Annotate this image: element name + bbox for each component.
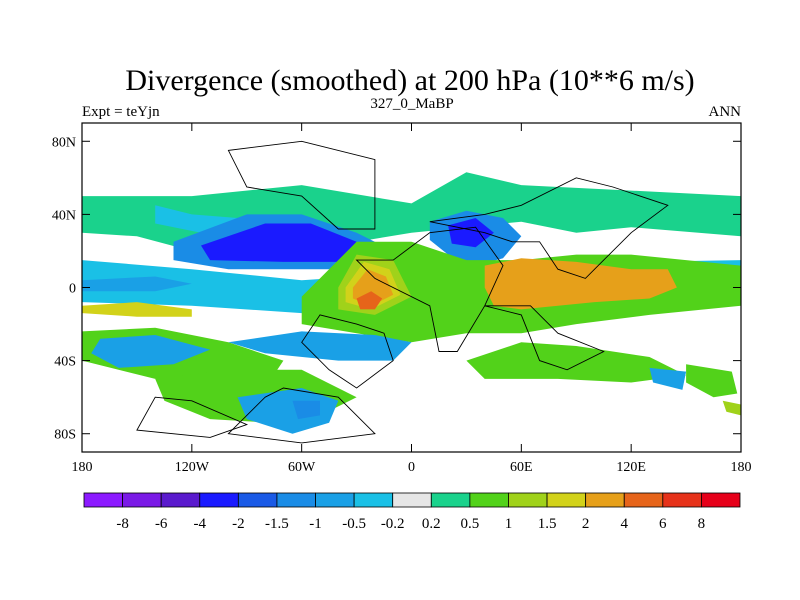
contour-region-16 — [82, 302, 192, 317]
colorbar-label-3: -2 — [232, 516, 245, 532]
x-tick-label-4: 60E — [510, 460, 533, 475]
colorbar-label-10: 1 — [505, 516, 513, 532]
coastline-outlines — [136, 140, 669, 444]
contour-region-14 — [356, 291, 383, 310]
colorbar-swatch-9 — [430, 492, 471, 508]
contour-region-9 — [82, 276, 192, 292]
x-tick-label-5: 120E — [616, 460, 646, 475]
contour-region-6 — [448, 218, 494, 248]
y-tick-label-4: 80S — [54, 428, 76, 443]
colorbar-label-8: 0.2 — [422, 516, 441, 532]
chart-subtitle-right: ANN — [709, 104, 742, 120]
x-tick-label-1: 120W — [175, 460, 210, 475]
y-tick-label-2: 0 — [69, 282, 76, 297]
colorbar-label-7: -0.2 — [381, 516, 405, 532]
colorbar-label-4: -1.5 — [265, 516, 289, 532]
contour-region-19 — [228, 331, 412, 361]
colorbar-label-14: 6 — [659, 516, 667, 532]
contour-region-24 — [686, 364, 738, 398]
colorbar-label-1: -6 — [155, 516, 168, 532]
colorbar-label-13: 4 — [620, 516, 628, 532]
y-axis-ticks: 80N 40N 0 40S 80S — [52, 135, 741, 443]
land-outline-3 — [301, 314, 394, 389]
colorbar-swatch-8 — [392, 492, 432, 508]
colorbar-swatch-5 — [276, 492, 316, 508]
contour-region-18 — [91, 335, 211, 368]
colorbar-swatch-10 — [469, 492, 509, 508]
colorbar-swatch-13 — [585, 492, 625, 508]
chart-title: Divergence (smoothed) at 200 hPa (10**6 … — [125, 64, 694, 97]
colorbar-label-12: 2 — [582, 516, 590, 532]
colorbar-swatch-3 — [199, 492, 239, 508]
contour-region-25 — [649, 367, 687, 390]
x-tick-label-2: 60W — [288, 460, 316, 475]
y-tick-label-3: 40S — [54, 355, 76, 370]
y-tick-label-1: 40N — [52, 208, 76, 223]
colorbar-label-0: -8 — [116, 516, 129, 532]
x-tick-label-6: 180 — [731, 460, 752, 475]
chart-subtitle-left: Expt = teYjn — [82, 104, 160, 120]
colorbar-swatch-0 — [83, 492, 123, 508]
colorbar-swatch-6 — [315, 492, 355, 508]
colorbar-label-15: 8 — [698, 516, 706, 532]
y-tick-label-0: 80N — [52, 135, 76, 150]
colorbar-swatch-4 — [237, 492, 278, 508]
colorbar-label-11: 1.5 — [538, 516, 557, 532]
colorbar-swatch-15 — [662, 492, 702, 508]
contour-region-26 — [722, 400, 741, 416]
contour-region-15 — [484, 258, 677, 310]
colorbar: -8 -6 -4 -2 -1.5 -1 -0.5 -0.2 0.2 0.5 1 1.5 2 4 6 8 — [83, 492, 741, 532]
colorbar-swatch-14 — [623, 492, 664, 508]
contour-region-4 — [201, 223, 357, 262]
colorbar-label-2: -4 — [194, 516, 207, 532]
colorbar-swatch-2 — [160, 492, 201, 508]
chart-subtitle-center: 327_0_MaBP — [370, 96, 453, 112]
x-tick-label-0: 180 — [72, 460, 93, 475]
colorbar-swatch-7 — [353, 492, 394, 508]
colorbar-label-6: -0.5 — [342, 516, 366, 532]
contour-region-20 — [466, 342, 687, 383]
colorbar-swatch-16 — [701, 492, 741, 508]
colorbar-swatch-12 — [546, 492, 587, 508]
land-outline-0 — [227, 140, 376, 230]
colorbar-swatch-1 — [122, 492, 162, 508]
colorbar-label-5: -1 — [309, 516, 322, 532]
colorbar-label-9: 0.5 — [461, 516, 480, 532]
x-tick-label-3: 0 — [408, 460, 415, 475]
colorbar-swatch-11 — [508, 492, 548, 508]
x-axis-ticks: 180 120W 60W 0 60E 120E 180 — [72, 123, 752, 475]
land-outline-6 — [136, 396, 249, 438]
contour-region-23 — [292, 400, 320, 420]
land-outline-4 — [484, 305, 605, 371]
land-outline-5 — [227, 387, 376, 444]
land-outline-2 — [429, 177, 669, 279]
